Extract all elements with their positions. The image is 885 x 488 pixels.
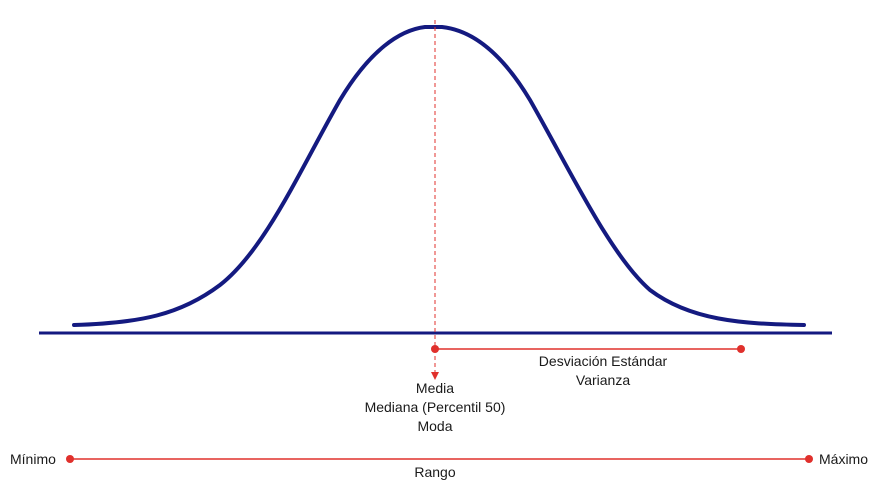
std-dev-end-dot bbox=[737, 345, 745, 353]
bell-curve bbox=[72, 25, 806, 327]
mean-label: Media bbox=[416, 380, 454, 396]
minimum-label: Mínimo bbox=[10, 451, 56, 467]
range-label: Rango bbox=[414, 464, 455, 480]
range-max-dot bbox=[805, 455, 813, 463]
median-label: Mediana (Percentil 50) bbox=[365, 399, 506, 415]
mode-label: Moda bbox=[417, 418, 452, 434]
range-min-dot bbox=[66, 455, 74, 463]
maximum-label: Máximo bbox=[819, 451, 868, 467]
center-arrowhead bbox=[431, 372, 439, 380]
variance-label: Varianza bbox=[576, 372, 630, 388]
std-dev-label: Desviación Estándar bbox=[539, 353, 668, 369]
